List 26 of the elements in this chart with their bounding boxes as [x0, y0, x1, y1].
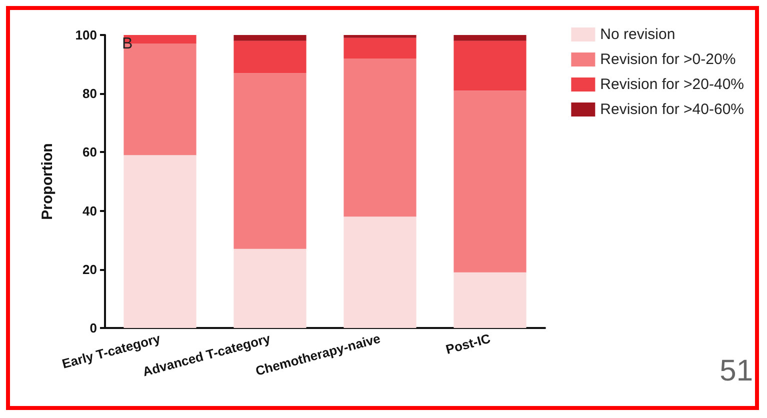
bar — [234, 248, 306, 328]
legend-label: No revision — [600, 26, 676, 43]
bar — [454, 40, 526, 91]
bar — [344, 38, 416, 58]
y-tick-label: 80 — [82, 86, 97, 102]
bar — [234, 35, 306, 41]
legend-label: Revision for >20-40% — [600, 76, 744, 93]
legend-label: Revision for >40-60% — [600, 101, 744, 118]
y-tick-label: 60 — [82, 144, 97, 160]
y-tick-label: 0 — [90, 320, 97, 336]
text: 51 — [720, 354, 754, 388]
bar — [344, 216, 416, 328]
bar — [344, 35, 416, 38]
bar — [454, 272, 526, 328]
bar — [454, 90, 526, 272]
y-tick-label: 100 — [75, 28, 97, 42]
bar — [234, 40, 306, 74]
bar — [344, 58, 416, 217]
x-tick-label: Post-IC — [444, 330, 493, 358]
bar — [124, 155, 196, 328]
legend-label: Revision for >0-20% — [600, 51, 736, 68]
y-tick-label: 20 — [82, 262, 97, 277]
y-tick-label: 40 — [82, 203, 97, 218]
bar — [234, 73, 306, 249]
y-axis-title: Proportion — [39, 143, 56, 220]
bar — [454, 35, 526, 41]
